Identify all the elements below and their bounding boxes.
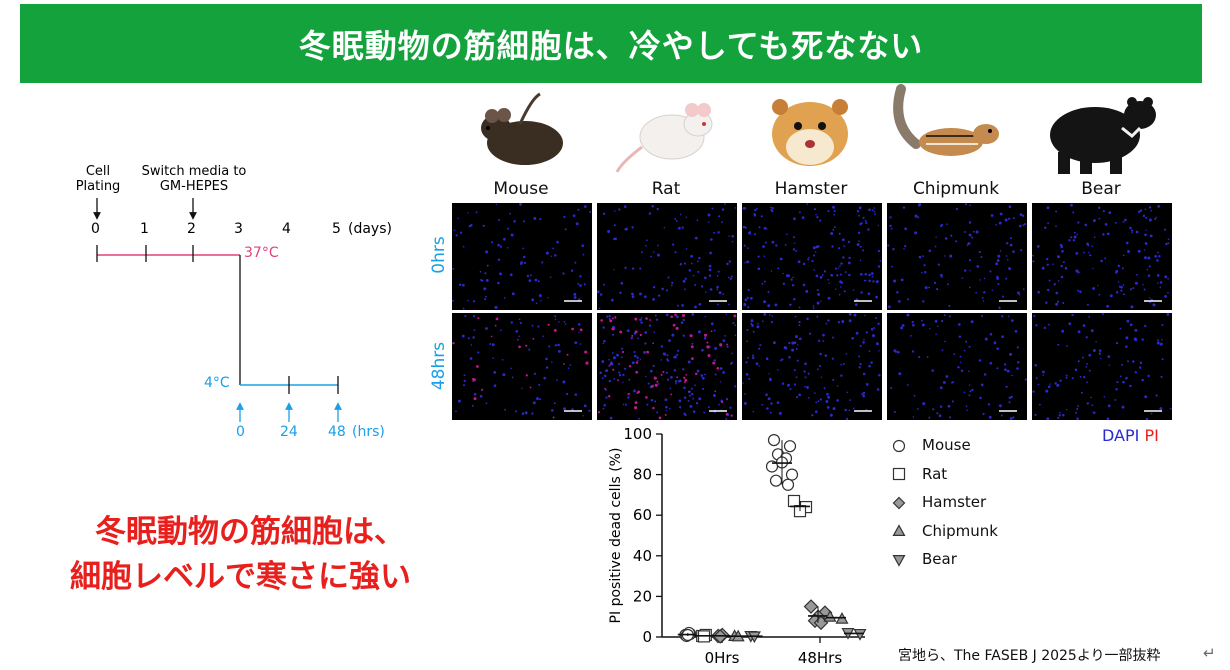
- animal-label-hamster: Hamster: [774, 179, 848, 199]
- timeline-svg: [93, 198, 342, 422]
- experiment-timeline: Cell Plating Switch media to GM-HEPES 0 …: [60, 160, 420, 450]
- micrograph-mouse-0hrs: [452, 203, 592, 310]
- legend-label: Rat: [922, 464, 948, 483]
- day-label-5: 5: [332, 221, 341, 237]
- legend-item-chipmunk: Chipmunk: [890, 522, 998, 541]
- micrograph-hamster-0hrs: [742, 203, 882, 310]
- micrograph-rat-0hrs: [597, 203, 737, 310]
- day-label-4: 4: [282, 221, 291, 237]
- animal-label-bear: Bear: [1081, 179, 1121, 199]
- micrograph-rat-48hrs: [597, 313, 737, 420]
- micrograph-bear-48hrs: [1032, 313, 1172, 420]
- hr-label-48: 48: [328, 424, 346, 440]
- conclusion-line2: 細胞レベルで寒さに強い: [70, 559, 411, 595]
- page-title: 冬眠動物の筋細胞は、冷やしても死なない: [298, 26, 924, 65]
- dead-cells-chart: 0 20 40 60 80 100 0Hrs 48Hrs PI positive dead ce…: [608, 425, 867, 667]
- cell-plating-label: Cell Plating: [74, 164, 122, 194]
- legend-marker-square: [892, 467, 906, 481]
- legend-label: Chipmunk: [922, 521, 998, 540]
- micrograph-mouse-48hrs: [452, 313, 592, 420]
- point-mouse-48Hrs: [781, 478, 795, 491]
- row-label-0hrs: 0hrs: [429, 236, 449, 274]
- point-mouse-48Hrs: [785, 468, 799, 481]
- legend-marker-circle: [892, 439, 906, 452]
- temp-4-label: 4°C: [204, 375, 230, 391]
- micrograph-hamster-48hrs: [742, 313, 882, 420]
- cell-plating-line1: Cell: [85, 164, 111, 179]
- days-unit: (days): [348, 221, 392, 237]
- mouse-icon: [470, 88, 580, 173]
- switch-media-line1: Switch media to: [141, 164, 247, 179]
- y-tick-label: 100: [623, 425, 652, 443]
- hr-label-0: 0: [236, 424, 245, 440]
- y-tick-label: 80: [633, 466, 652, 484]
- micrograph-bear-0hrs: [1032, 203, 1172, 310]
- legend-item-rat: Rat: [890, 465, 947, 484]
- y-axis-label: PI positive dead cells (%): [608, 448, 624, 624]
- micrograph-chipmunk-0hrs: [887, 203, 1027, 310]
- conclusion-line1: 冬眠動物の筋細胞は、: [95, 514, 405, 550]
- legend-marker-diamond: [892, 496, 906, 509]
- day-label-0: 0: [91, 221, 100, 237]
- day-label-1: 1: [140, 221, 149, 237]
- return-icon: ↵: [1203, 644, 1216, 662]
- point-bear-48Hrs: [853, 628, 867, 641]
- citation: 宮地ら、The FASEB J 2025より一部抜粋: [898, 648, 1161, 664]
- rat-icon: [612, 92, 722, 177]
- animal-label-chipmunk: Chipmunk: [912, 179, 1000, 199]
- hrs-unit: (hrs): [352, 424, 385, 440]
- cell-plating-line2: Plating: [75, 179, 121, 194]
- bear-icon: [1040, 90, 1162, 175]
- point-hamster-48Hrs: [803, 599, 819, 614]
- micrograph-chipmunk-48hrs: [887, 313, 1027, 420]
- point-rat-48Hrs: [787, 494, 801, 508]
- legend-label: Bear: [922, 550, 957, 568]
- point-mouse-48Hrs: [769, 474, 783, 487]
- pi-label: PI: [1144, 426, 1159, 445]
- temp-37-label: 37°C: [244, 245, 279, 261]
- x-tick-label: 0Hrs: [705, 649, 740, 667]
- legend-marker-triangle-up: [892, 524, 906, 536]
- legend-item-mouse: Mouse: [890, 436, 971, 455]
- legend-item-bear: Bear: [890, 550, 957, 569]
- y-tick-label: 60: [633, 506, 652, 524]
- dapi-label: DAPI: [1102, 426, 1140, 445]
- stain-legend: DAPI PI: [1102, 426, 1159, 445]
- point-mouse-48Hrs: [767, 433, 781, 447]
- hamster-icon: [765, 92, 855, 170]
- x-tick-label: 48Hrs: [798, 649, 843, 667]
- legend-label: Hamster: [922, 493, 987, 511]
- day-label-2: 2: [187, 221, 196, 237]
- legend-marker-triangle-down: [892, 554, 906, 567]
- y-tick-label: 0: [642, 628, 652, 646]
- point-chipmunk-48Hrs: [823, 609, 837, 622]
- animal-label-mouse: Mouse: [493, 179, 549, 199]
- switch-media-line2: GM-HEPES: [159, 179, 229, 194]
- title-banner: 冬眠動物の筋細胞は、冷やしても死なない: [20, 4, 1202, 83]
- y-tick-label: 20: [633, 587, 652, 605]
- row-label-48hrs: 48hrs: [429, 341, 449, 391]
- switch-media-label: Switch media to GM-HEPES: [128, 164, 260, 194]
- legend-label: Mouse: [922, 436, 971, 454]
- hr-label-24: 24: [280, 424, 298, 440]
- day-label-3: 3: [234, 221, 243, 237]
- y-tick-label: 40: [633, 547, 652, 565]
- legend-item-hamster: Hamster: [890, 493, 986, 512]
- point-mouse-48Hrs: [783, 440, 797, 453]
- chipmunk-icon: [886, 84, 1011, 169]
- animal-label-rat: Rat: [651, 179, 681, 199]
